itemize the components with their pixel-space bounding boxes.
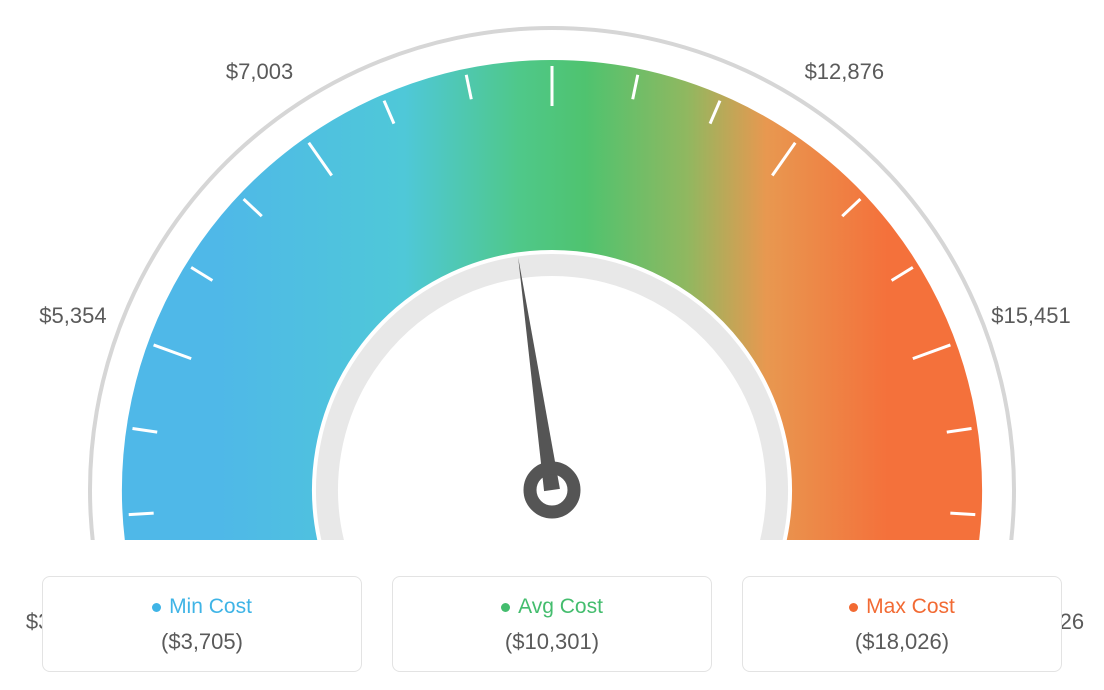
legend-title-avg: Avg Cost (501, 595, 603, 619)
legend-value: ($3,705) (53, 629, 351, 655)
dot-icon (849, 603, 858, 612)
legend-card-min: Min Cost ($3,705) (42, 576, 362, 672)
legend-card-max: Max Cost ($18,026) (742, 576, 1062, 672)
gauge-scale-label: $5,354 (39, 303, 106, 329)
legend-title-min: Min Cost (152, 595, 252, 619)
chart-container: $3,705$5,354$7,003$10,301$12,876$15,451$… (0, 0, 1104, 690)
legend-label: Max Cost (866, 595, 955, 619)
dot-icon (501, 603, 510, 612)
legend-row: Min Cost ($3,705) Avg Cost ($10,301) Max… (0, 576, 1104, 672)
legend-value: ($18,026) (753, 629, 1051, 655)
legend-card-avg: Avg Cost ($10,301) (392, 576, 712, 672)
legend-value: ($10,301) (403, 629, 701, 655)
legend-label: Min Cost (169, 595, 252, 619)
legend-label: Avg Cost (518, 595, 603, 619)
legend-title-max: Max Cost (849, 595, 955, 619)
gauge-scale-label: $7,003 (226, 59, 293, 85)
gauge-scale-label: $15,451 (991, 303, 1071, 329)
gauge-svg (0, 0, 1104, 540)
dot-icon (152, 603, 161, 612)
gauge: $3,705$5,354$7,003$10,301$12,876$15,451$… (0, 0, 1104, 540)
gauge-scale-label: $12,876 (805, 59, 885, 85)
